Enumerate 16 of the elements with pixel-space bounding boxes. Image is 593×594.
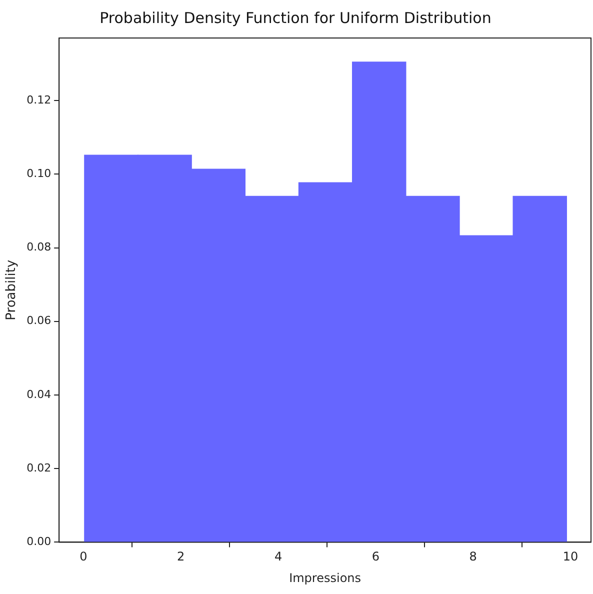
x-tick-label: 8 [469,550,477,564]
y-tick-label: 0.02 [26,461,52,474]
y-tick-label: 0.00 [26,535,52,548]
x-tick-label: 2 [177,550,185,564]
x-tick-label: 6 [372,550,380,564]
x-tick-label: 10 [562,550,578,564]
x-tick-label: 0 [80,550,88,564]
y-tick-label: 0.04 [26,388,52,401]
y-tick-label: 0.12 [26,93,52,106]
y-tick-label: 0.10 [26,167,52,180]
y-tick-label: 0.06 [26,314,52,328]
x-tick-label: 4 [274,550,282,564]
y-axis-title: Proability [4,260,20,320]
x-axis-title: Impressions [289,570,362,585]
y-tick-label: 0.08 [26,240,52,254]
chart-title: Probability Density Function for Uniform Distribution [100,8,492,27]
